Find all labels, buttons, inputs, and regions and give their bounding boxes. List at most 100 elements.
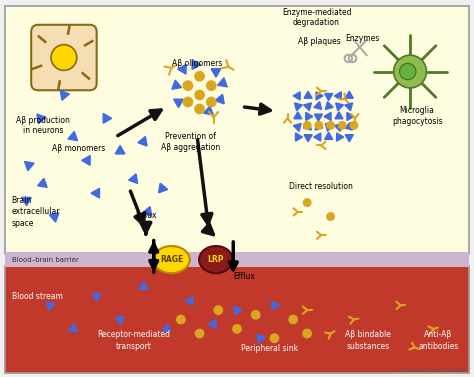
Polygon shape xyxy=(211,69,221,77)
Bar xyxy=(5,252,469,267)
Polygon shape xyxy=(303,122,311,130)
Circle shape xyxy=(303,122,311,129)
Circle shape xyxy=(350,122,358,129)
Text: Aβ plaques: Aβ plaques xyxy=(298,37,340,46)
Polygon shape xyxy=(325,132,333,139)
Polygon shape xyxy=(25,161,34,171)
Polygon shape xyxy=(295,133,302,141)
Polygon shape xyxy=(306,112,313,121)
Polygon shape xyxy=(345,135,353,142)
Polygon shape xyxy=(115,146,125,154)
Polygon shape xyxy=(293,123,301,131)
Polygon shape xyxy=(234,306,242,315)
Polygon shape xyxy=(294,103,302,111)
Circle shape xyxy=(303,199,311,206)
Bar xyxy=(5,6,469,254)
Text: Microglia
phagocytosis: Microglia phagocytosis xyxy=(392,106,442,126)
Polygon shape xyxy=(204,106,213,115)
Circle shape xyxy=(177,315,185,324)
Polygon shape xyxy=(178,64,186,74)
Polygon shape xyxy=(257,334,265,343)
Polygon shape xyxy=(336,103,344,111)
Polygon shape xyxy=(103,113,112,123)
Polygon shape xyxy=(345,103,353,111)
Text: Brain
extracellular
space: Brain extracellular space xyxy=(11,196,60,228)
Circle shape xyxy=(303,329,311,338)
Circle shape xyxy=(207,81,216,90)
Circle shape xyxy=(183,97,192,107)
Ellipse shape xyxy=(199,246,233,273)
Polygon shape xyxy=(316,92,323,100)
Circle shape xyxy=(195,104,204,113)
Polygon shape xyxy=(272,301,280,310)
Polygon shape xyxy=(347,112,354,121)
Polygon shape xyxy=(192,60,201,69)
Polygon shape xyxy=(128,174,138,184)
Polygon shape xyxy=(22,198,31,206)
Circle shape xyxy=(195,90,204,100)
Polygon shape xyxy=(315,122,323,130)
Circle shape xyxy=(338,122,346,129)
Polygon shape xyxy=(49,213,59,222)
Text: Aβ production
in neurons: Aβ production in neurons xyxy=(16,116,70,135)
Text: Enzymes: Enzymes xyxy=(346,34,380,43)
Polygon shape xyxy=(325,123,333,131)
Polygon shape xyxy=(325,93,333,101)
Polygon shape xyxy=(304,135,312,142)
Polygon shape xyxy=(314,114,322,121)
Circle shape xyxy=(289,315,297,324)
Polygon shape xyxy=(82,156,90,165)
Bar xyxy=(5,266,469,373)
Polygon shape xyxy=(324,112,331,121)
Circle shape xyxy=(195,329,204,338)
Circle shape xyxy=(207,97,216,107)
Polygon shape xyxy=(215,94,224,104)
Polygon shape xyxy=(209,320,216,329)
Text: Blood stream: Blood stream xyxy=(11,291,63,300)
Text: Peripheral sink: Peripheral sink xyxy=(241,344,298,353)
Polygon shape xyxy=(334,92,341,100)
Polygon shape xyxy=(115,316,124,325)
Text: Direct resolution: Direct resolution xyxy=(289,182,353,191)
Circle shape xyxy=(327,213,334,220)
Polygon shape xyxy=(345,122,353,130)
Circle shape xyxy=(270,334,279,342)
FancyBboxPatch shape xyxy=(31,25,97,90)
Ellipse shape xyxy=(51,44,77,70)
Polygon shape xyxy=(335,123,342,131)
Text: Blood–brain barrier: Blood–brain barrier xyxy=(11,257,78,263)
Ellipse shape xyxy=(153,246,190,273)
Polygon shape xyxy=(37,114,46,124)
Text: Aβ bindable
substances: Aβ bindable substances xyxy=(345,330,391,351)
Polygon shape xyxy=(139,282,148,289)
Polygon shape xyxy=(143,207,152,216)
Circle shape xyxy=(315,122,323,129)
Polygon shape xyxy=(60,90,70,100)
Text: Drug Discovery Today: Drug Discovery Today xyxy=(397,367,466,372)
Polygon shape xyxy=(304,91,312,98)
Polygon shape xyxy=(37,178,47,187)
Text: RAGE: RAGE xyxy=(160,255,183,264)
Polygon shape xyxy=(91,188,100,198)
Circle shape xyxy=(327,122,334,129)
Circle shape xyxy=(252,311,260,319)
Text: Receptor-mediated
transport: Receptor-mediated transport xyxy=(98,330,171,351)
Ellipse shape xyxy=(400,63,416,80)
Polygon shape xyxy=(92,294,101,301)
Polygon shape xyxy=(46,302,55,311)
Polygon shape xyxy=(325,102,333,109)
Polygon shape xyxy=(345,91,353,98)
Text: Influx: Influx xyxy=(135,211,156,220)
Polygon shape xyxy=(337,133,344,141)
Polygon shape xyxy=(293,92,300,100)
Text: Anti-Aβ
antibodies: Anti-Aβ antibodies xyxy=(418,330,458,351)
Text: Efflux: Efflux xyxy=(233,272,255,281)
Text: Prevention of
Aβ aggregation: Prevention of Aβ aggregation xyxy=(161,132,220,152)
Polygon shape xyxy=(172,80,182,89)
Polygon shape xyxy=(138,136,147,146)
Polygon shape xyxy=(335,112,343,119)
Polygon shape xyxy=(294,112,302,119)
Polygon shape xyxy=(162,324,171,332)
Text: Aβ oligomers: Aβ oligomers xyxy=(172,59,222,67)
Polygon shape xyxy=(314,102,322,109)
